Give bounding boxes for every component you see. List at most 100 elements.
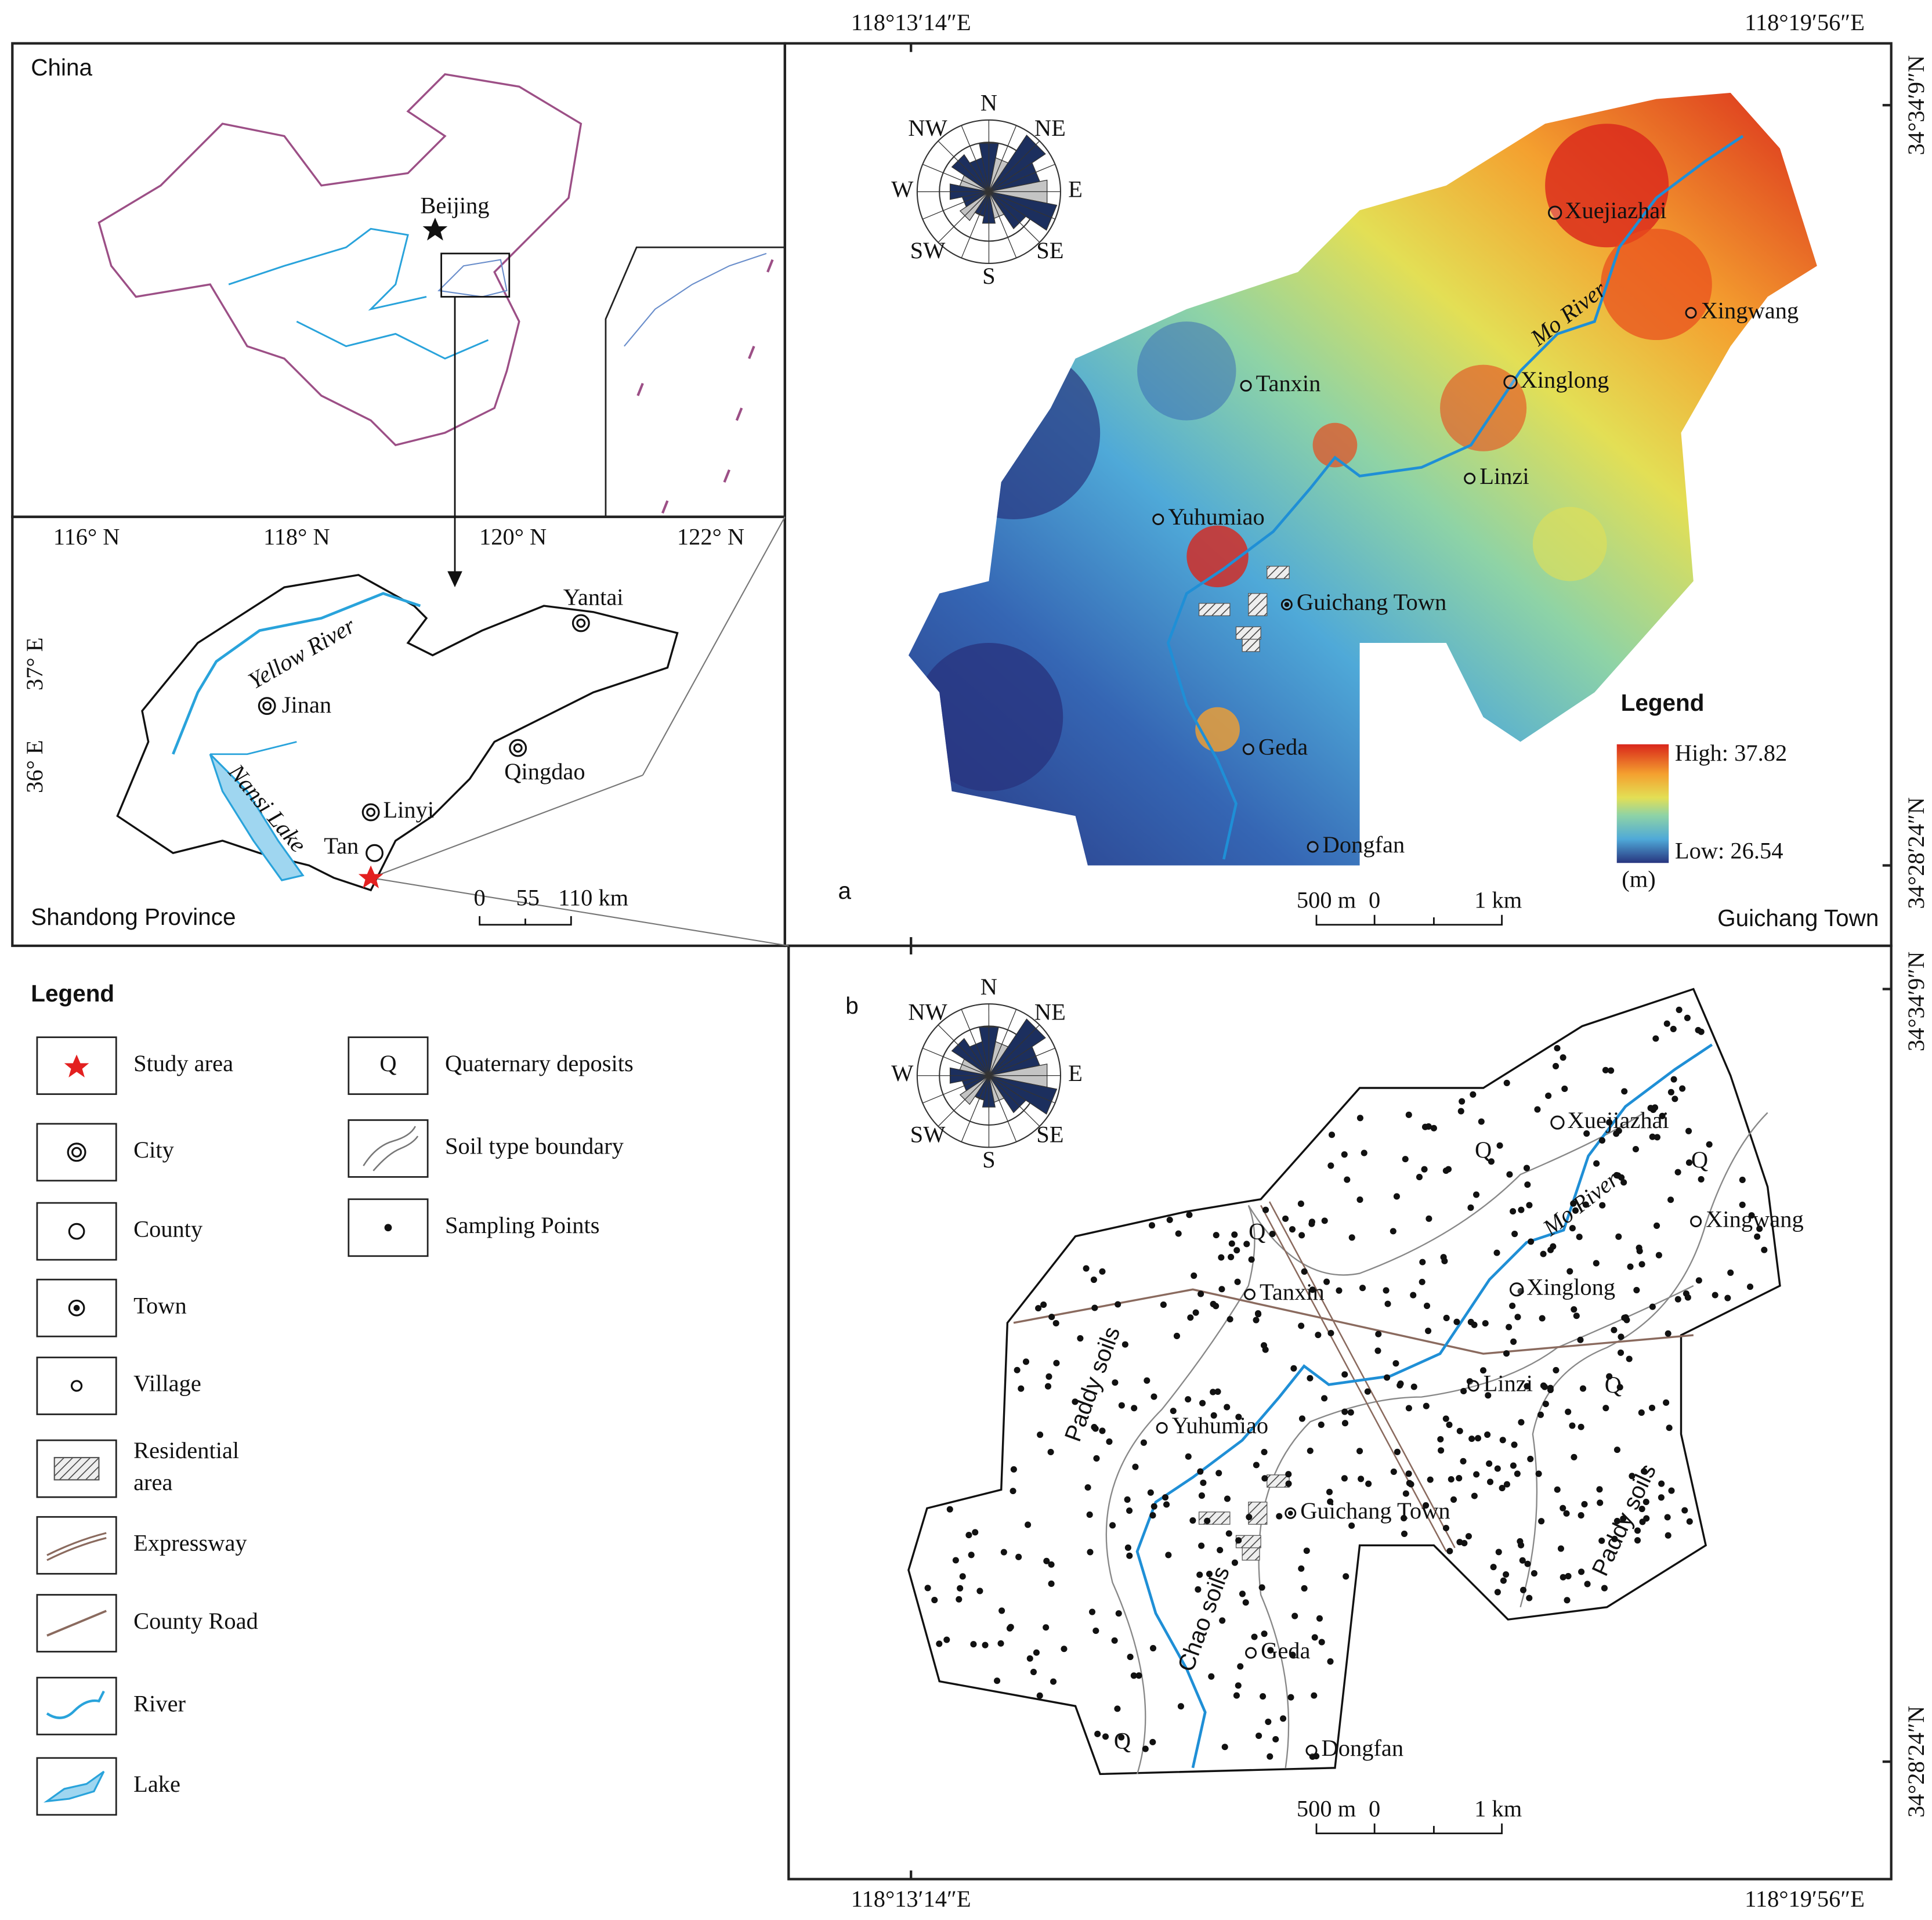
sampling-point bbox=[1632, 1145, 1639, 1153]
sampling-point bbox=[1499, 1437, 1506, 1444]
sampling-point bbox=[1577, 1336, 1584, 1343]
sampling-point bbox=[1490, 1564, 1497, 1571]
sampling-point bbox=[1175, 1230, 1182, 1237]
sampling-point bbox=[1421, 1166, 1428, 1173]
sampling-point bbox=[1634, 1537, 1641, 1544]
compass-label: NW bbox=[908, 999, 947, 1025]
sampling-point bbox=[1450, 1496, 1457, 1503]
residential-area bbox=[1235, 626, 1261, 640]
latitude-label: 34°28′24″N bbox=[1903, 797, 1929, 909]
sampling-point bbox=[1280, 1715, 1287, 1722]
scale-label: 500 m bbox=[1297, 887, 1356, 913]
sampling-point bbox=[1126, 1552, 1133, 1559]
sampling-point bbox=[1149, 1512, 1156, 1519]
place-label: Geda bbox=[1261, 1637, 1310, 1664]
sampling-point bbox=[1246, 1513, 1253, 1521]
sampling-point bbox=[1442, 1524, 1450, 1532]
map-b-frame bbox=[787, 944, 1893, 1881]
place-label: Xingwang bbox=[1706, 1206, 1804, 1232]
sampling-point bbox=[1030, 1669, 1037, 1676]
sampling-point bbox=[1402, 1490, 1409, 1497]
sampling-point bbox=[1301, 1585, 1308, 1592]
sampling-point bbox=[1517, 1538, 1524, 1545]
place-label: Guichang Town bbox=[1300, 1498, 1450, 1524]
sampling-point bbox=[1438, 1447, 1445, 1454]
sampling-point bbox=[1578, 1568, 1585, 1575]
sampling-point bbox=[1384, 1374, 1391, 1381]
sampling-point bbox=[1149, 1645, 1157, 1652]
sampling-point bbox=[1679, 1085, 1686, 1092]
place-label: Tanxin bbox=[1260, 1279, 1325, 1305]
legend-label: Residential bbox=[133, 1437, 239, 1463]
sampling-point bbox=[1093, 1455, 1100, 1462]
sampling-point bbox=[1616, 1384, 1623, 1391]
sampling-point bbox=[998, 1607, 1005, 1614]
sampling-point bbox=[1557, 1545, 1564, 1552]
sampling-point bbox=[1323, 1278, 1330, 1285]
sampling-point bbox=[1282, 1215, 1289, 1222]
sampling-point bbox=[1524, 1181, 1531, 1188]
compass-spoke bbox=[922, 1047, 989, 1076]
sampling-point bbox=[1761, 1246, 1768, 1253]
sampling-point bbox=[1000, 1549, 1007, 1556]
sampling-point bbox=[1341, 1475, 1348, 1482]
zoom-line bbox=[370, 774, 643, 878]
sampling-point bbox=[1328, 1131, 1336, 1138]
sampling-point bbox=[1118, 1402, 1125, 1409]
sampling-point bbox=[1251, 1633, 1258, 1640]
scale-label: 110 km bbox=[558, 884, 628, 910]
sampling-point bbox=[1124, 1544, 1131, 1551]
sampling-point bbox=[1467, 1204, 1474, 1211]
sampling-point bbox=[1243, 1241, 1250, 1248]
legend-box bbox=[36, 1036, 117, 1095]
sampling-point bbox=[1500, 1577, 1507, 1584]
sampling-point bbox=[1094, 1730, 1101, 1737]
sampling-point bbox=[1170, 1408, 1177, 1415]
sampling-point bbox=[1341, 1151, 1348, 1158]
sampling-point bbox=[1670, 1076, 1677, 1083]
sampling-point bbox=[1686, 1518, 1693, 1525]
sampling-point bbox=[1035, 1305, 1042, 1312]
sampling-point bbox=[1652, 1035, 1659, 1042]
sampling-point bbox=[1459, 1098, 1466, 1105]
scale-label: 0 bbox=[474, 884, 486, 910]
nansi-lake bbox=[209, 753, 305, 881]
sampling-point bbox=[1578, 1512, 1584, 1519]
residential-area bbox=[1198, 603, 1231, 616]
sea-boundary bbox=[661, 500, 669, 514]
sampling-point bbox=[1524, 1383, 1531, 1390]
shandong-locator bbox=[440, 252, 511, 298]
sampling-point bbox=[1287, 1694, 1294, 1701]
sampling-point bbox=[1148, 1222, 1156, 1229]
elevation-blob bbox=[1532, 507, 1607, 581]
sampling-point bbox=[1261, 1448, 1268, 1456]
sampling-point bbox=[1290, 1365, 1297, 1372]
sampling-point bbox=[1235, 1682, 1242, 1689]
place-label: Dongfan bbox=[1322, 1735, 1404, 1761]
sampling-point bbox=[1405, 1405, 1412, 1412]
sampling-point bbox=[1231, 1231, 1238, 1238]
sampling-point bbox=[1638, 1261, 1645, 1268]
place-symbol bbox=[1690, 1216, 1702, 1228]
sampling-point bbox=[972, 1529, 979, 1536]
sampling-point bbox=[1593, 1160, 1600, 1167]
legend-box bbox=[36, 1676, 117, 1735]
sampling-point bbox=[1037, 1431, 1044, 1438]
sampling-point bbox=[1545, 1092, 1552, 1099]
compass-label: N bbox=[981, 974, 997, 1000]
sampling-point bbox=[1578, 1423, 1584, 1430]
sampling-point bbox=[1045, 1373, 1052, 1380]
sampling-point bbox=[1253, 1462, 1260, 1469]
sampling-point bbox=[1565, 1408, 1572, 1415]
sampling-point bbox=[1026, 1655, 1033, 1662]
sea-boundary bbox=[766, 259, 774, 273]
sampling-point bbox=[1484, 1431, 1491, 1438]
sampling-point bbox=[1674, 1296, 1681, 1303]
latitude-label: 34°34′9″N bbox=[1903, 952, 1929, 1051]
sampling-point bbox=[1563, 1510, 1570, 1517]
sampling-point bbox=[1227, 1316, 1233, 1323]
elevation-blob bbox=[1312, 422, 1358, 468]
sampling-point bbox=[1111, 1637, 1118, 1644]
city-symbol bbox=[258, 697, 276, 715]
legend-symbol bbox=[46, 1532, 107, 1561]
